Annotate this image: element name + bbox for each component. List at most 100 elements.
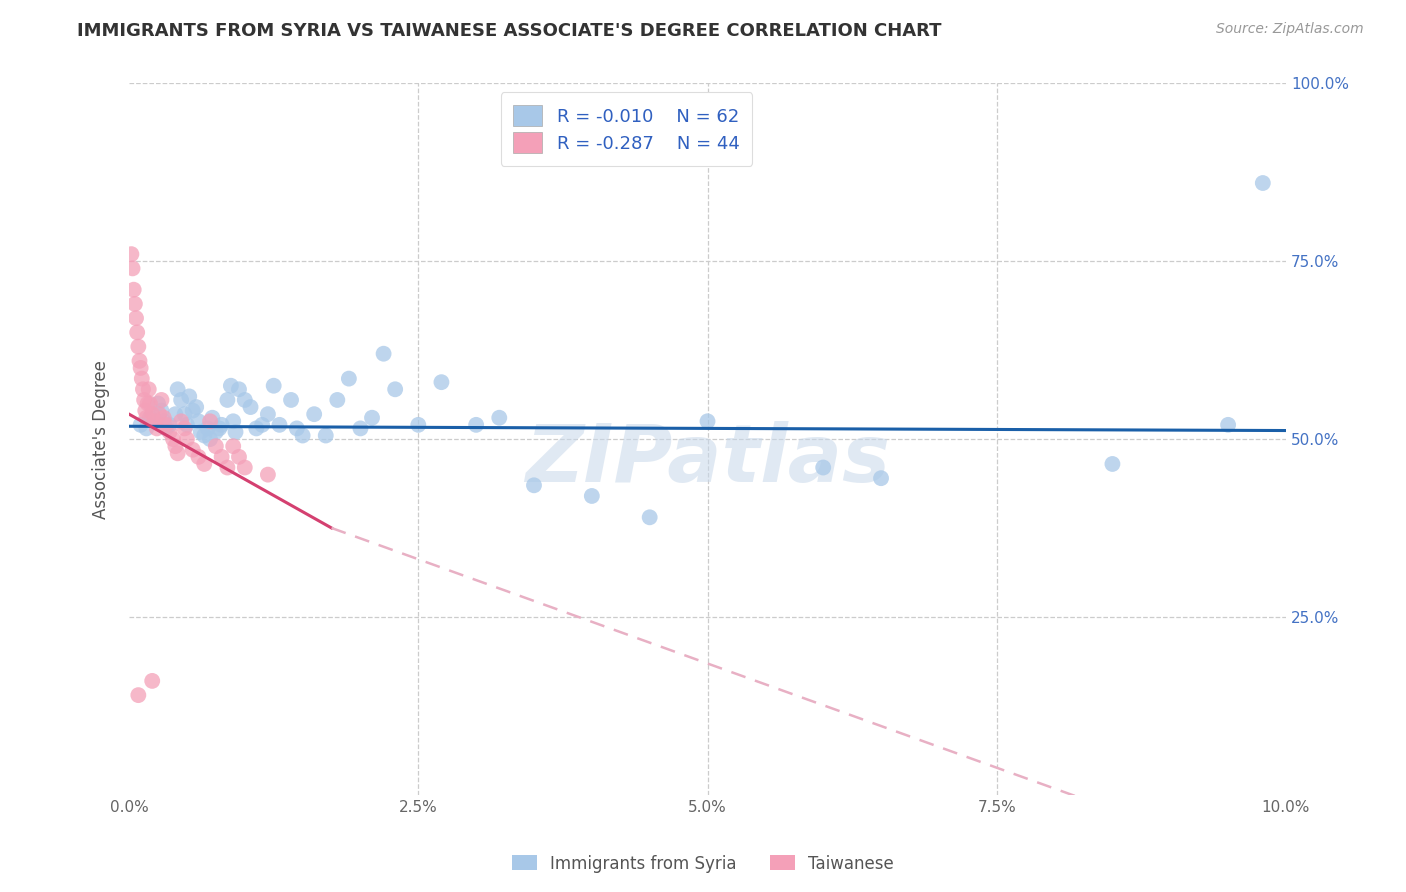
- Point: [349, 421, 371, 435]
- Point: [1216, 417, 1239, 432]
- Point: [1251, 176, 1274, 190]
- Point: [173, 407, 195, 421]
- Point: [361, 410, 384, 425]
- Point: [225, 425, 247, 439]
- Point: [135, 421, 157, 435]
- Point: [155, 421, 177, 435]
- Point: [166, 446, 188, 460]
- Point: [121, 261, 143, 276]
- Point: [150, 392, 173, 407]
- Point: [257, 467, 280, 482]
- Point: [170, 414, 193, 428]
- Text: IMMIGRANTS FROM SYRIA VS TAIWANESE ASSOCIATE'S DEGREE CORRELATION CHART: IMMIGRANTS FROM SYRIA VS TAIWANESE ASSOC…: [77, 22, 942, 40]
- Point: [222, 414, 245, 428]
- Point: [127, 340, 149, 354]
- Point: [201, 410, 224, 425]
- Point: [148, 407, 170, 421]
- Point: [384, 382, 406, 396]
- Point: [211, 417, 233, 432]
- Point: [198, 414, 221, 428]
- Point: [250, 417, 273, 432]
- Point: [136, 396, 159, 410]
- Point: [132, 382, 155, 396]
- Point: [228, 382, 250, 396]
- Point: [430, 375, 453, 389]
- Point: [166, 382, 188, 396]
- Point: [205, 425, 228, 439]
- Point: [190, 425, 212, 439]
- Point: [131, 371, 153, 385]
- Point: [141, 673, 163, 688]
- Legend: Immigrants from Syria, Taiwanese: Immigrants from Syria, Taiwanese: [505, 848, 901, 880]
- Point: [173, 421, 195, 435]
- Point: [263, 378, 285, 392]
- Point: [146, 396, 169, 410]
- Point: [219, 378, 242, 392]
- Point: [373, 347, 395, 361]
- Point: [143, 414, 166, 428]
- Point: [170, 392, 193, 407]
- Point: [139, 410, 162, 425]
- Point: [120, 247, 142, 261]
- Point: [150, 403, 173, 417]
- Point: [134, 392, 156, 407]
- Y-axis label: Associate's Degree: Associate's Degree: [93, 359, 110, 518]
- Point: [696, 414, 718, 428]
- Point: [465, 417, 488, 432]
- Point: [257, 407, 280, 421]
- Text: Source: ZipAtlas.com: Source: ZipAtlas.com: [1216, 22, 1364, 37]
- Point: [302, 407, 325, 421]
- Point: [181, 403, 204, 417]
- Point: [315, 428, 337, 442]
- Point: [127, 326, 149, 340]
- Point: [186, 400, 208, 414]
- Point: [233, 392, 256, 407]
- Point: [141, 407, 163, 421]
- Point: [488, 410, 510, 425]
- Point: [143, 414, 166, 428]
- Point: [193, 428, 215, 442]
- Point: [176, 432, 198, 446]
- Point: [162, 432, 184, 446]
- Point: [139, 396, 162, 410]
- Point: [291, 428, 314, 442]
- Point: [280, 392, 302, 407]
- Point: [198, 432, 221, 446]
- Point: [408, 417, 430, 432]
- Point: [125, 311, 148, 326]
- Point: [211, 450, 233, 464]
- Point: [129, 360, 152, 375]
- Point: [217, 460, 239, 475]
- Point: [811, 460, 834, 475]
- Point: [523, 478, 546, 492]
- Point: [1101, 457, 1123, 471]
- Point: [187, 414, 209, 428]
- Point: [159, 425, 181, 439]
- Point: [193, 457, 215, 471]
- Text: ZIPatlas: ZIPatlas: [524, 421, 890, 500]
- Point: [205, 439, 228, 453]
- Point: [638, 510, 661, 524]
- Point: [326, 392, 349, 407]
- Point: [187, 450, 209, 464]
- Point: [197, 421, 219, 435]
- Point: [581, 489, 603, 503]
- Point: [146, 421, 169, 435]
- Point: [159, 417, 181, 432]
- Point: [222, 439, 245, 453]
- Point: [152, 410, 174, 425]
- Point: [165, 439, 187, 453]
- Point: [233, 460, 256, 475]
- Point: [285, 421, 308, 435]
- Point: [181, 442, 204, 457]
- Point: [165, 407, 187, 421]
- Point: [138, 382, 160, 396]
- Point: [155, 417, 177, 432]
- Point: [245, 421, 267, 435]
- Point: [127, 688, 149, 702]
- Legend: R = -0.010    N = 62, R = -0.287    N = 44: R = -0.010 N = 62, R = -0.287 N = 44: [501, 93, 752, 166]
- Point: [124, 297, 146, 311]
- Point: [134, 403, 156, 417]
- Point: [228, 450, 250, 464]
- Point: [269, 417, 291, 432]
